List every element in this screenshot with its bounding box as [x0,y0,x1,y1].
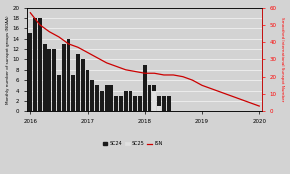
ISN [248,102,251,104]
Bar [62,44,66,111]
ISN [238,98,242,100]
ISN [86,52,89,54]
Bar [105,85,108,111]
ISN [229,95,232,97]
ISN [124,69,127,71]
Bar [52,49,56,111]
ISN [162,74,166,76]
Y-axis label: Monthly number of sunspot groups (NOAA): Monthly number of sunspot groups (NOAA) [6,15,10,104]
ISN [48,31,51,33]
Bar [153,90,156,111]
Bar [148,85,151,111]
Line: ISN: ISN [30,13,259,106]
Bar [90,80,94,111]
Bar [57,75,61,111]
Bar [110,85,113,111]
Bar [76,54,80,111]
Bar [38,18,42,111]
Bar [133,96,137,111]
ISN [29,12,32,14]
Bar [153,85,156,111]
ISN [133,70,137,73]
ISN [95,57,99,59]
Bar [138,96,142,111]
ISN [210,88,213,90]
ISN [172,74,175,76]
Y-axis label: Smoothed International Sunspot Number: Smoothed International Sunspot Number [280,17,284,102]
Bar [43,44,46,111]
ISN [258,105,261,107]
ISN [67,43,70,45]
ISN [153,72,156,74]
ISN [115,65,118,67]
Bar [143,65,147,111]
Bar [100,90,104,111]
Bar [114,96,118,111]
Bar [162,96,166,111]
ISN [143,72,146,74]
Legend: SC24, SC25, ISN: SC24, SC25, ISN [101,139,165,148]
Bar [81,59,85,111]
Bar [67,39,70,111]
Bar [33,18,37,111]
Bar [128,90,132,111]
ISN [181,76,185,78]
ISN [200,84,204,86]
Bar [119,96,123,111]
Bar [95,85,99,111]
Bar [124,90,128,111]
ISN [219,91,223,93]
Bar [86,70,89,111]
ISN [105,62,108,64]
Bar [48,49,51,111]
Bar [157,96,161,111]
Bar [71,75,75,111]
ISN [38,24,41,26]
Bar [28,33,32,111]
Bar [167,96,171,111]
ISN [57,36,61,38]
ISN [191,79,194,81]
ISN [76,46,80,48]
Bar [157,106,161,111]
